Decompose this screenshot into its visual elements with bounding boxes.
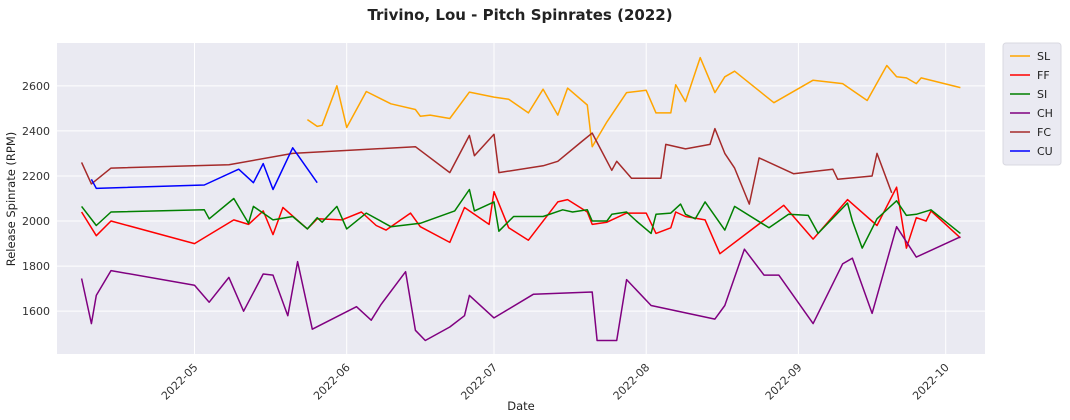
grid-lines xyxy=(57,43,985,354)
legend-label-si: SI xyxy=(1037,88,1047,101)
y-tick-label: 1800 xyxy=(22,260,50,273)
x-tick-label: 2022-10 xyxy=(910,361,952,403)
legend-box xyxy=(1002,42,1062,166)
legend-label-ch: CH xyxy=(1037,107,1053,120)
legend-label-cu: CU xyxy=(1037,145,1053,158)
series-lines xyxy=(80,56,961,342)
series-line-fc xyxy=(80,127,893,205)
y-tick-label: 1600 xyxy=(22,305,50,318)
legend-label-sl: SL xyxy=(1037,50,1051,63)
x-axis-label: Date xyxy=(507,399,535,413)
legend-label-ff: FF xyxy=(1037,69,1050,82)
legend-label-fc: FC xyxy=(1037,126,1051,139)
x-tick-label: 2022-09 xyxy=(763,361,805,403)
y-tick-label: 2600 xyxy=(22,80,50,93)
legend: SL FF SI CH FC CU xyxy=(1002,42,1062,166)
y-tick-label: 2200 xyxy=(22,170,50,183)
series-line-ch xyxy=(80,225,961,342)
series-line-si xyxy=(81,188,961,249)
x-tick-label: 2022-06 xyxy=(311,361,353,403)
x-tick-label: 2022-07 xyxy=(458,361,500,403)
y-tick-label: 2000 xyxy=(22,215,50,228)
chart-title: Trivino, Lou - Pitch Spinrates (2022) xyxy=(367,6,672,24)
x-tick-label: 2022-05 xyxy=(159,361,201,403)
series-line-ff xyxy=(80,186,961,255)
x-axis-ticks: 2022-05 2022-06 2022-07 2022-08 2022-09 2022-… xyxy=(159,361,952,403)
series-line-sl xyxy=(306,56,961,148)
x-tick-label: 2022-08 xyxy=(611,361,653,403)
y-axis-ticks: 1600 1800 2000 2200 2400 2600 xyxy=(22,80,50,318)
series-line-cu xyxy=(90,147,318,191)
y-axis-label: Release Spinrate (RPM) xyxy=(4,132,18,267)
y-tick-label: 2400 xyxy=(22,125,50,138)
plot-area xyxy=(57,43,985,354)
